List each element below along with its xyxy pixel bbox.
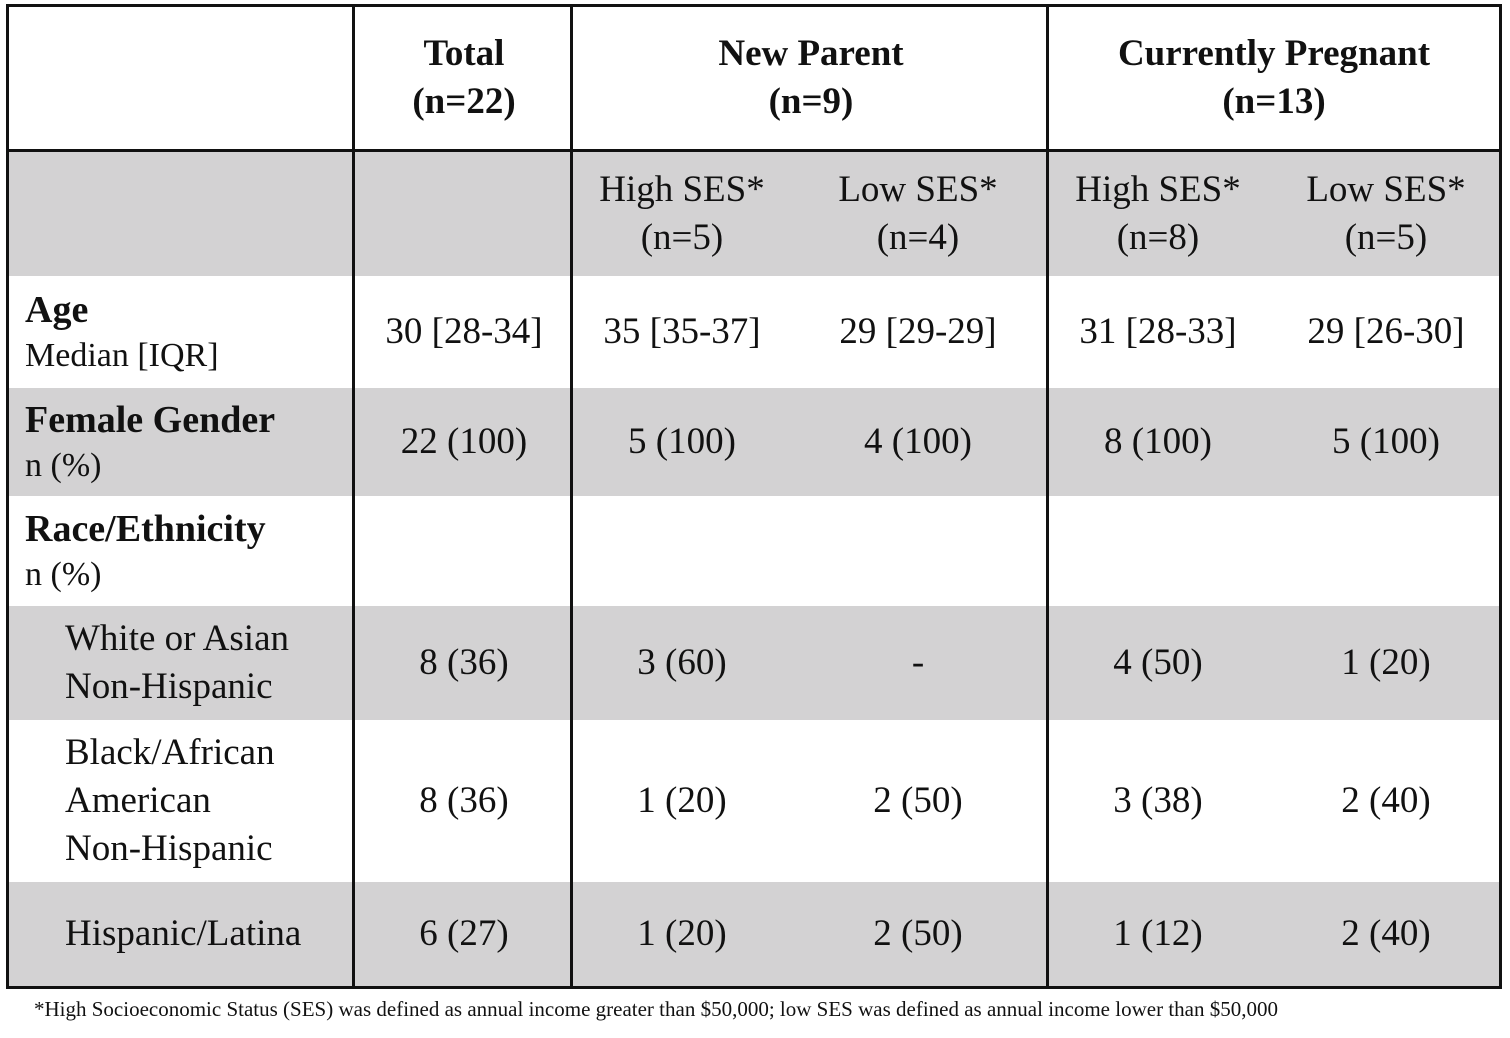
table-cell: 2 (50) bbox=[873, 780, 963, 821]
table-cell: 30 [28-34] bbox=[385, 311, 543, 352]
row-label-white-line1: White or Asian bbox=[65, 618, 290, 659]
header-currently-pregnant-n: (n=13) bbox=[1222, 81, 1326, 122]
header-divider bbox=[9, 149, 1499, 152]
demographics-table: Total (n=22) New Parent (n=9) Currently Pr… bbox=[6, 4, 1502, 989]
subheader-np-low: Low SES* (n=4) bbox=[809, 152, 1027, 276]
column-divider bbox=[352, 7, 355, 986]
table-cell: 2 (50) bbox=[873, 913, 963, 954]
table-cell: 8 (36) bbox=[419, 642, 509, 683]
table-cell: 1 (20) bbox=[1341, 642, 1431, 683]
row-label-female-title: Female Gender bbox=[25, 399, 276, 441]
table-cell: 29 [26-30] bbox=[1307, 311, 1465, 352]
table-cell: - bbox=[911, 642, 925, 683]
subheader-np-high: High SES* (n=5) bbox=[573, 152, 791, 276]
footnote: *High Socioeconomic Status (SES) was def… bbox=[34, 997, 1278, 1021]
table-cell: 1 (20) bbox=[637, 780, 727, 821]
table-row-race-ethnicity: Race/Ethnicity n (%) bbox=[9, 496, 1499, 606]
table-cell: 2 (40) bbox=[1341, 780, 1431, 821]
row-label-race-ethnicity: Race/Ethnicity n (%) bbox=[9, 496, 371, 606]
row-label-race-sub: n (%) bbox=[25, 556, 102, 593]
table-cell: 31 [28-33] bbox=[1079, 311, 1237, 352]
column-divider bbox=[570, 7, 573, 986]
table-cell: 8 (100) bbox=[1104, 421, 1212, 462]
table-row-white-asian: White or Asian Non-Hispanic 8 (36) 3 (60)… bbox=[9, 606, 1499, 720]
table-cell: 2 (40) bbox=[1341, 913, 1431, 954]
subheader-cp-low-label: Low SES* bbox=[1306, 169, 1466, 210]
subheader-cp-high-n: (n=8) bbox=[1116, 217, 1200, 258]
table-cell: 1 (20) bbox=[637, 913, 727, 954]
table-cell: 1 (12) bbox=[1113, 913, 1203, 954]
subheader-cp-high: High SES* (n=8) bbox=[1049, 152, 1267, 276]
row-label-hispanic-latina: Hispanic/Latina bbox=[65, 913, 302, 954]
subheader-np-low-label: Low SES* bbox=[838, 169, 998, 210]
header-new-parent-n: (n=9) bbox=[768, 81, 854, 122]
subheader-np-high-n: (n=5) bbox=[640, 217, 724, 258]
table-cell: 5 (100) bbox=[1332, 421, 1440, 462]
header-new-parent-title: New Parent bbox=[718, 33, 904, 74]
row-label-age-sub: Median [IQR] bbox=[25, 337, 219, 374]
table-cell: 6 (27) bbox=[419, 913, 509, 954]
table-cell: 22 (100) bbox=[400, 421, 528, 462]
row-label-black-african-american: Black/African American Non-Hispanic bbox=[9, 720, 411, 882]
table-cell: 3 (60) bbox=[637, 642, 727, 683]
row-label-race-title: Race/Ethnicity bbox=[25, 508, 266, 550]
table-row-age: Age Median [IQR] 30 [28-34] 35 [35-37] 29… bbox=[9, 276, 1499, 388]
header-total-title: Total bbox=[423, 33, 505, 74]
row-label-white-asian: White or Asian Non-Hispanic bbox=[9, 606, 411, 720]
row-label-black-line1: Black/African bbox=[65, 732, 275, 773]
subheader-row: High SES* (n=5) Low SES* (n=4) High SES* (n… bbox=[9, 152, 1499, 276]
table-cell: 29 [29-29] bbox=[839, 311, 997, 352]
header-total: Total (n=22) bbox=[355, 7, 573, 149]
table-cell: 5 (100) bbox=[628, 421, 736, 462]
header-currently-pregnant-title: Currently Pregnant bbox=[1117, 33, 1431, 74]
subheader-np-low-n: (n=4) bbox=[876, 217, 960, 258]
table-cell: 35 [35-37] bbox=[603, 311, 761, 352]
table-cell: 8 (36) bbox=[419, 780, 509, 821]
row-label-black-line3: Non-Hispanic bbox=[65, 828, 273, 869]
table-cell: 3 (38) bbox=[1113, 780, 1203, 821]
subheader-np-high-label: High SES* bbox=[599, 169, 765, 210]
subheader-cp-high-label: High SES* bbox=[1075, 169, 1241, 210]
row-label-black-line2: American bbox=[65, 780, 211, 821]
row-label-female-gender: Female Gender n (%) bbox=[9, 388, 371, 496]
header-row: Total (n=22) New Parent (n=9) Currently Pr… bbox=[9, 7, 1499, 149]
header-total-n: (n=22) bbox=[412, 81, 516, 122]
subheader-cp-low: Low SES* (n=5) bbox=[1277, 152, 1495, 276]
subheader-cp-low-n: (n=5) bbox=[1344, 217, 1428, 258]
table-cell: 4 (50) bbox=[1113, 642, 1203, 683]
row-label-white-line2: Non-Hispanic bbox=[65, 666, 273, 707]
column-divider bbox=[1046, 7, 1049, 986]
table-row-black-african-american: Black/African American Non-Hispanic 8 (36)… bbox=[9, 720, 1499, 882]
row-label-female-sub: n (%) bbox=[25, 447, 102, 484]
header-new-parent: New Parent (n=9) bbox=[573, 7, 1049, 149]
table-row-hispanic-latina: Hispanic/Latina 6 (27) 1 (20) 2 (50) 1 (… bbox=[9, 882, 1499, 986]
row-label-age-title: Age bbox=[25, 289, 89, 331]
header-currently-pregnant: Currently Pregnant (n=13) bbox=[1049, 7, 1499, 149]
table-row-female-gender: Female Gender n (%) 22 (100) 5 (100) 4 (1… bbox=[9, 388, 1499, 496]
row-label-age: Age Median [IQR] bbox=[9, 276, 371, 388]
table-cell: 4 (100) bbox=[864, 421, 972, 462]
